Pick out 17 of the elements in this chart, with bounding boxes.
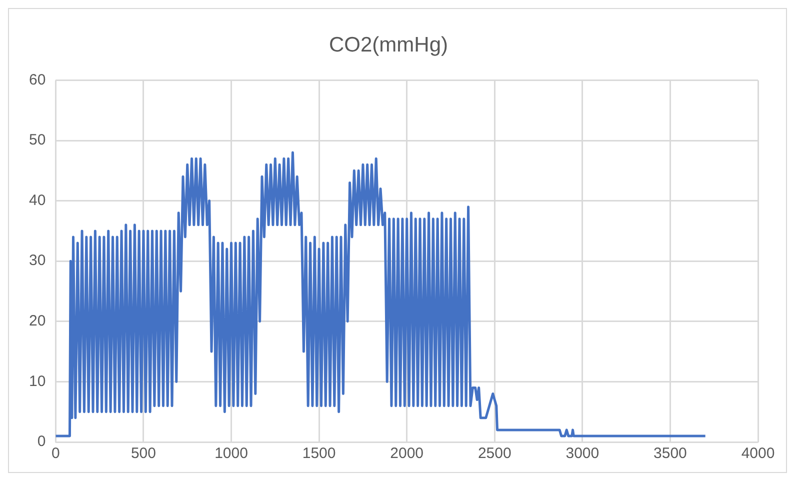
x-tick-label: 3500: [654, 445, 687, 462]
x-tick-label: 0: [52, 445, 60, 462]
x-tick-label: 2000: [390, 445, 424, 462]
y-tick-label: 50: [28, 132, 46, 149]
y-tick-label: 40: [28, 192, 46, 209]
y-tick-label: 30: [28, 252, 46, 270]
y-tick-label: 0: [37, 433, 46, 450]
y-tick-label: 60: [28, 71, 46, 88]
x-tick-label: 500: [130, 445, 156, 462]
x-tick-label: 1500: [302, 445, 336, 462]
x-tick-label: 1000: [214, 445, 248, 462]
y-tick-label: 20: [28, 312, 46, 330]
y-tick-label: 10: [28, 372, 46, 390]
chart-title: CO2(mmHg): [329, 33, 448, 56]
x-tick-label: 4000: [741, 445, 775, 462]
x-tick-label: 3000: [566, 445, 600, 462]
x-tick-label: 2500: [478, 445, 512, 462]
